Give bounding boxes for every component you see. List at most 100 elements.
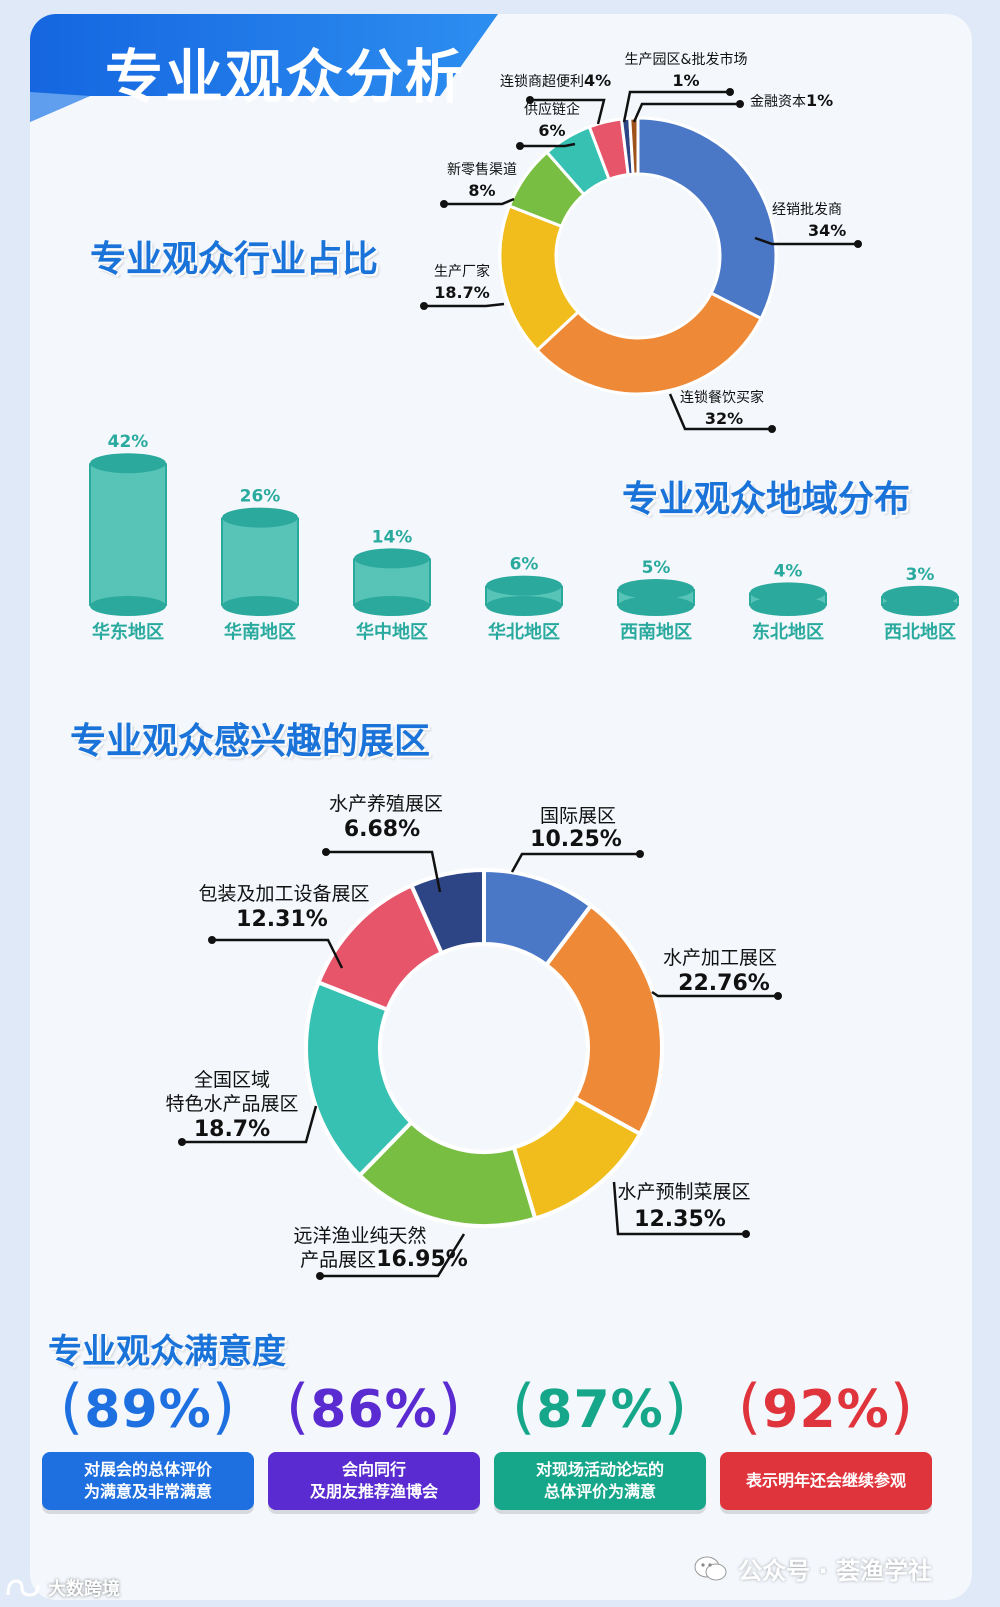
region-bar-base — [618, 596, 694, 616]
satisfaction-paren-open: ( — [285, 1372, 311, 1442]
industry-slice — [628, 116, 640, 176]
region-category: 西南地区 — [620, 621, 692, 643]
zone-leader-line-dot — [178, 1138, 186, 1146]
region-value: 5% — [642, 558, 671, 578]
wechat-icon — [694, 1556, 727, 1580]
region-value: 42% — [108, 432, 149, 452]
zone-label: 全国区域 — [194, 1069, 270, 1091]
watermark-text: 大数跨境 — [48, 1579, 120, 1600]
industry-leader-line — [622, 90, 730, 123]
satisfaction-paren-open: ( — [511, 1372, 537, 1442]
industry-label: 新零售渠道 — [447, 162, 517, 178]
satisfaction-value-text: 89% — [84, 1380, 212, 1440]
satisfaction-paren-open: ( — [59, 1372, 85, 1442]
zone-leader-line — [510, 852, 640, 873]
zone-label: 水产养殖展区 — [329, 793, 443, 815]
industry-label: 连锁餐饮买家 — [680, 389, 764, 406]
region-category: 华北地区 — [488, 621, 560, 643]
zone-leader-line — [212, 938, 344, 969]
industry-value: 1% — [672, 71, 699, 90]
region-value: 4% — [774, 561, 803, 581]
region-value: 26% — [240, 487, 281, 507]
zone-value: 12.35% — [634, 1207, 726, 1232]
industry-section-title: 专业观众行业占比 — [90, 239, 379, 280]
satisfaction-paren-close: ) — [663, 1372, 689, 1442]
industry-leader-line-dot — [440, 200, 448, 208]
satisfaction-item: (92%) 表示明年还会继续参观 — [720, 1372, 932, 1510]
title-banner — [30, 14, 498, 122]
region-bar-base — [486, 596, 562, 616]
page-card: 专业观众分析 专业观众行业占比 专业观众地域分布 专业观众感兴趣的展区 专业观众… — [30, 14, 972, 1600]
region-value: 14% — [372, 527, 413, 547]
industry-value: 18.7% — [434, 283, 490, 302]
industry-leader-line-dot — [526, 96, 534, 104]
zone-leader-line-dot — [316, 1272, 324, 1280]
satisfaction-caption: 对展会的总体评价 为满意及非常满意 — [42, 1452, 254, 1510]
satisfaction-paren-close: ) — [211, 1372, 237, 1442]
industry-slice — [636, 116, 778, 321]
region-category: 东北地区 — [752, 621, 824, 643]
satisfaction-caption: 表示明年还会继续参观 — [720, 1452, 932, 1510]
industry-leader-line-dot — [726, 88, 734, 96]
industry-leader-line — [520, 142, 576, 148]
industry-label: 供应链企 — [524, 101, 580, 118]
satisfaction-caption: 对现场活动论坛的 总体评价为满意 — [494, 1452, 706, 1510]
region-bar-base — [354, 596, 430, 616]
zone-value: 22.76% — [678, 971, 770, 996]
satisfaction-item: (89%) 对展会的总体评价 为满意及非常满意 — [42, 1372, 254, 1510]
satisfaction-value: (89%) — [42, 1372, 254, 1442]
industry-slice — [535, 291, 764, 396]
industry-leader-line-dot — [736, 100, 744, 108]
watermark: 大数跨境 — [4, 1575, 120, 1601]
industry-label: 生产园区&批发市场 — [625, 51, 748, 68]
footer-credit: 公众号 · 荟渔学社 — [694, 1551, 932, 1586]
watermark-logo-icon — [6, 1579, 40, 1597]
region-bar-top — [222, 507, 298, 528]
region-bar-top — [486, 575, 562, 596]
industry-value: 32% — [705, 409, 743, 428]
zone-label: 包装及加工设备展区 — [198, 883, 369, 905]
satisfaction-value: (86%) — [268, 1372, 480, 1442]
industry-value: 34% — [808, 221, 846, 240]
zone-label: 水产预制菜展区 — [617, 1181, 750, 1203]
zones-section-title: 专业观众感兴趣的展区 — [70, 721, 431, 762]
region-bar-top — [354, 548, 430, 569]
satisfaction-value: (92%) — [720, 1372, 932, 1442]
region-category: 华东地区 — [92, 621, 164, 643]
zone-leader-line — [320, 1233, 466, 1278]
region-bar-top — [90, 453, 166, 474]
region-chart: 42% 华东地区 26% 华南地区 14% 华中地区 6% 华北地区 5% 西南地区 4% 东北地区 3… — [89, 432, 959, 643]
zone-slice — [408, 867, 486, 956]
industry-leader-line-dot — [420, 302, 428, 310]
zone-value: 18.7% — [194, 1117, 270, 1142]
region-category: 华中地区 — [356, 621, 428, 643]
region-bar-top — [882, 585, 958, 606]
industry-leader-line-dot — [854, 240, 862, 248]
footer-credit-text: 公众号 · 荟渔学社 — [738, 1557, 932, 1585]
region-value: 3% — [906, 565, 935, 585]
zone-leader-line — [326, 850, 442, 893]
zone-leader-line-dot — [742, 1230, 750, 1238]
industry-leader-line — [530, 98, 606, 125]
region-section-title: 专业观众地域分布 — [622, 479, 911, 520]
zone-leader-line — [182, 1105, 318, 1144]
zone-leader-line-dot — [636, 850, 644, 858]
industry-leader-line — [632, 102, 740, 123]
zone-leader-line-dot — [322, 848, 330, 856]
satisfaction-value-text: 87% — [536, 1380, 664, 1440]
zone-value: 10.25% — [530, 827, 622, 852]
zone-leader-line-dot — [774, 992, 782, 1000]
industry-label: 连锁商超便利4% — [500, 71, 611, 90]
industry-leader-line-dot — [768, 425, 776, 433]
zone-value: 12.31% — [236, 907, 328, 932]
satisfaction-value: (87%) — [494, 1372, 706, 1442]
zone-slice — [543, 902, 664, 1137]
zone-label: 水产加工展区 — [663, 947, 777, 969]
satisfaction-paren-close: ) — [437, 1372, 463, 1442]
satisfaction-paren-open: ( — [737, 1372, 763, 1442]
industry-leader-line — [444, 197, 515, 206]
zone-label: 特色水产品展区 — [165, 1093, 298, 1115]
region-category: 西北地区 — [884, 621, 956, 643]
zone-leader-line — [612, 1181, 746, 1236]
industry-leader-line-dot — [516, 142, 524, 150]
